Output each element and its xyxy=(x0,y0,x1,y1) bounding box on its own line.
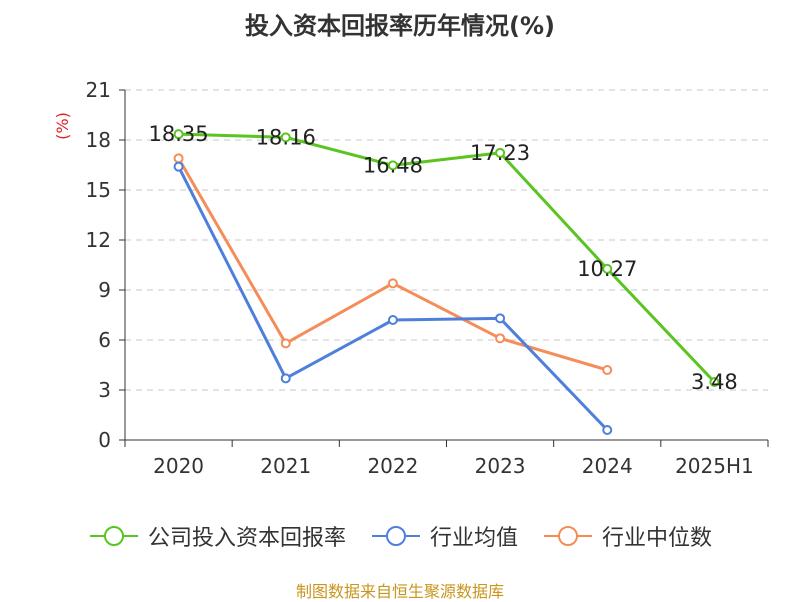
x-tick-label: 2020 xyxy=(153,454,204,478)
y-tick-label: 3 xyxy=(98,378,111,402)
data-point xyxy=(173,153,184,164)
data-labels-layer: 18.35 18.16 16.48 17.23 10.27 3.48 xyxy=(149,122,738,394)
legend-item: 公司投入资本回报率 xyxy=(88,520,346,552)
data-point xyxy=(602,425,613,435)
legend: 公司投入资本回报率 行业均值 行业中位数 xyxy=(0,518,800,554)
source-note: 制图数据来自恒生聚源数据库 xyxy=(295,582,504,601)
y-tick-label: 9 xyxy=(98,278,111,302)
axes: 0 3 6 9 12 15 18 21 2020 2021 2022 2023 2024 2025H1 (%… xyxy=(53,78,769,478)
data-point xyxy=(602,365,613,375)
data-point xyxy=(387,315,398,325)
data-point xyxy=(280,373,291,384)
legend-item: 行业均值 xyxy=(370,520,518,552)
data-label: 3.48 xyxy=(691,370,738,394)
data-point xyxy=(280,132,291,143)
series-layer xyxy=(173,129,720,435)
chart-title: 投入资本回报率历年情况(%) xyxy=(245,12,555,40)
legend-swatch-icon xyxy=(371,526,420,546)
y-tick-label: 15 xyxy=(86,178,111,202)
data-label: 18.16 xyxy=(256,125,316,149)
y-tick-label: 12 xyxy=(86,228,111,252)
data-label: 10.27 xyxy=(577,257,637,281)
y-tick-label: 0 xyxy=(98,428,111,452)
data-label: 18.35 xyxy=(149,122,209,146)
legend-swatch-icon xyxy=(89,526,138,546)
data-point xyxy=(173,129,184,140)
y-axis-label: (%) xyxy=(53,112,72,140)
y-tick-label: 21 xyxy=(86,78,111,102)
legend-label: 行业中位数 xyxy=(602,526,713,551)
legend-label: 公司投入资本回报率 xyxy=(147,526,346,551)
y-tick-label: 6 xyxy=(98,328,111,352)
x-tick-label: 2025H1 xyxy=(675,454,754,478)
data-point xyxy=(387,278,398,289)
x-tick-label: 2021 xyxy=(260,454,311,478)
x-tick-label: 2023 xyxy=(475,454,526,478)
x-tick-label: 2024 xyxy=(582,454,633,478)
data-point xyxy=(387,160,398,171)
data-point xyxy=(495,147,506,158)
legend-label: 行业均值 xyxy=(429,526,518,551)
legend-swatch-icon xyxy=(544,526,592,546)
series-line xyxy=(178,132,716,384)
x-tick-label: 2022 xyxy=(367,454,418,478)
data-label: 17.23 xyxy=(470,141,530,165)
grid-lines xyxy=(125,89,768,391)
data-point xyxy=(709,377,720,387)
y-tick-label: 18 xyxy=(86,128,111,152)
data-point xyxy=(173,161,184,172)
data-point xyxy=(495,333,506,344)
data-point xyxy=(495,313,506,324)
data-point xyxy=(602,263,613,274)
data-label: 16.48 xyxy=(363,153,423,177)
legend-item: 行业中位数 xyxy=(542,520,712,552)
data-point xyxy=(280,338,291,349)
